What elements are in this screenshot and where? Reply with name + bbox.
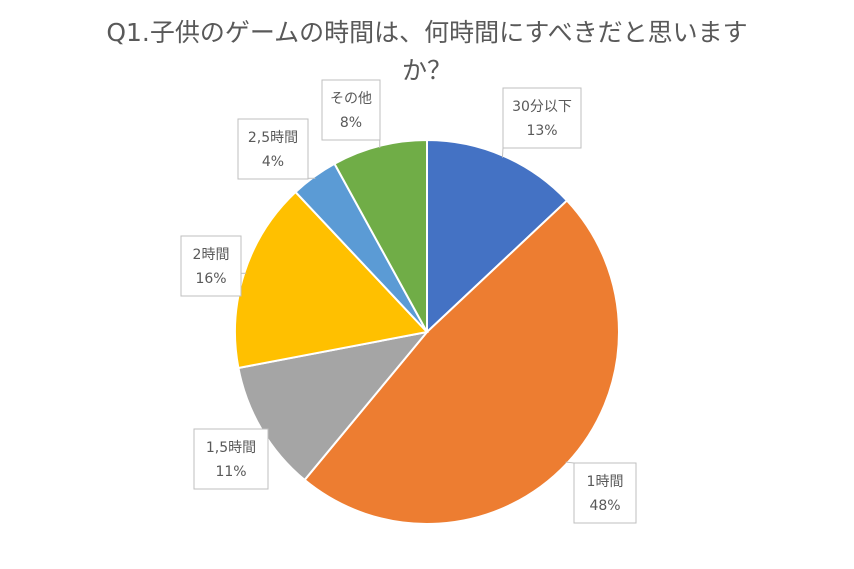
callout-box-30min-or-less [502,87,582,149]
callout-box-1-hour [573,462,637,524]
chart-title: Q1.子供のゲームの時間は、何時間にすべきだと思います か？ [0,14,854,90]
pie-slice-1-hour [303,199,620,525]
leader-line-1-hour [565,461,575,464]
callout-value-other: 8% [340,115,362,131]
callout-category-2-hours: 2時間 [193,247,230,263]
chart-title-line-1: Q1.子供のゲームの時間は、何時間にすべきだと思います [106,18,748,47]
callout-box-1-5-hours [193,428,269,490]
pie-slice-2-hours [234,190,429,370]
callout-value-1-5-hours: 11% [215,464,246,480]
callout-box-2-hours [180,235,242,297]
callout-box-other [321,79,381,141]
callout-category-1-5-hours: 1,5時間 [206,440,256,456]
leader-line-30min-or-less [501,147,504,158]
callout-value-30min-or-less: 13% [526,123,557,139]
data-label-callouts: 30分以下 13% 1時間 48% 1,5時間 11% 2時間 16% 2,5時間 4% その他 8% [180,79,637,524]
callout-category-30min-or-less: 30分以下 [512,99,572,115]
callout-box-2-5-hours [237,118,309,180]
callout-category-1-hour: 1時間 [587,474,624,490]
callout-value-1-hour: 48% [589,498,620,514]
callout-value-2-hours: 16% [195,271,226,287]
pie-slice-30min-or-less [426,138,569,335]
callout-value-2-5-hours: 4% [262,154,284,170]
chart-title-line-2: か？ [401,56,452,85]
pie-slices [234,138,620,525]
callout-category-2-5-hours: 2,5時間 [248,130,298,146]
callout-category-other: その他 [330,91,372,107]
